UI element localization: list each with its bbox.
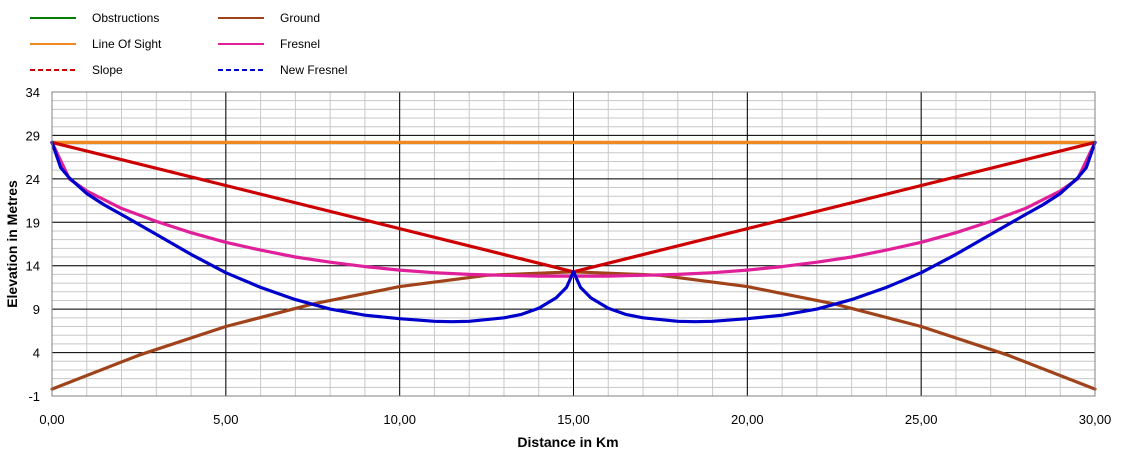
y-axis-ticks: -1 4 9 14 19 24 29 34: [26, 85, 40, 404]
legend-label-fresnel: Fresnel: [280, 37, 320, 51]
y-tick-label: 14: [26, 259, 40, 274]
plot-area: [50, 91, 1097, 397]
x-axis-ticks: 0,00 5,00 10,00 15,00 20,00 25,00 30,00: [39, 412, 1111, 427]
legend-label-new-fresnel: New Fresnel: [280, 63, 347, 77]
plot-border: [51, 91, 1096, 397]
series-line-fresnel: [50, 140, 1097, 278]
y-tick-label: 9: [33, 302, 40, 317]
legend: Obstructions Ground Line Of Sight Fresnel Sl…: [30, 11, 347, 77]
legend-label-slope: Slope: [92, 63, 123, 77]
y-tick-label: 24: [26, 172, 40, 187]
legend-label-obstructions: Obstructions: [92, 11, 159, 25]
x-tick-label: 0,00: [39, 412, 64, 427]
x-tick-label: 25,00: [905, 412, 938, 427]
x-tick-label: 20,00: [731, 412, 764, 427]
series-line-new-fresnel: [50, 140, 1097, 324]
x-axis-title: Distance in Km: [517, 434, 618, 450]
y-axis-title: Elevation in Metres: [4, 180, 20, 308]
legend-label-line-of-sight: Line Of Sight: [92, 37, 162, 51]
y-tick-label: 29: [26, 128, 40, 143]
x-tick-label: 5,00: [213, 412, 238, 427]
series-layer: [50, 140, 1097, 391]
legend-label-ground: Ground: [280, 11, 320, 25]
y-tick-label: -1: [28, 389, 40, 404]
x-tick-label: 10,00: [383, 412, 416, 427]
x-tick-label: 30,00: [1079, 412, 1112, 427]
x-tick-label: 15,00: [557, 412, 590, 427]
y-tick-label: 19: [26, 215, 40, 230]
y-tick-label: 34: [26, 85, 40, 100]
y-tick-label: 4: [33, 346, 40, 361]
